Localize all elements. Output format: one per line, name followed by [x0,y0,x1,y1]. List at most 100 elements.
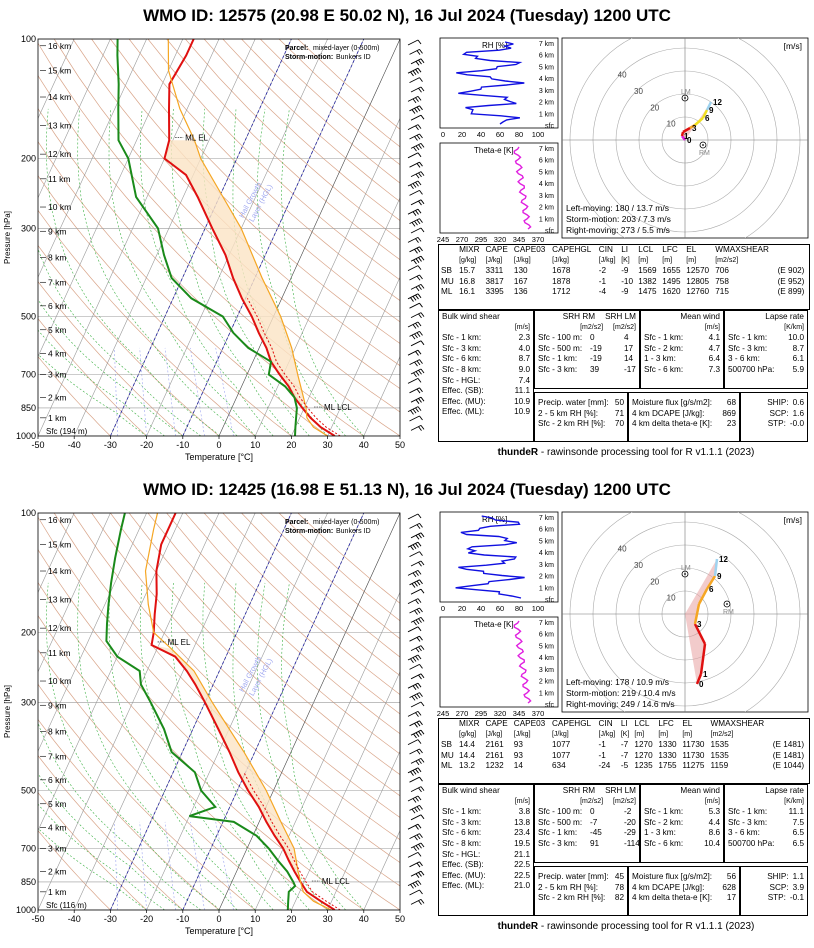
shear-label: Sfc - 1 km: [442,333,481,344]
wind-barb [410,134,423,141]
srh-rm-value: -19 [590,354,624,365]
mean-wind-value: 4.7 [709,344,720,355]
km-label: 7 km [48,751,66,761]
wind-barb [408,824,421,829]
wind-barb [410,275,423,280]
height-tick-label: 4 km [539,550,554,557]
panel-x-tick: 60 [496,130,504,139]
wind-barb [410,664,423,669]
srh-label: Sfc - 3 km: [538,365,590,376]
lapse-label: Sfc - 3 km: [728,818,767,829]
wind-barb [410,834,423,841]
mean-wind-title: Mean wind [680,786,720,797]
km-label: 16 km [48,515,71,525]
panel-x-tick: 80 [515,604,523,613]
flux-value: 23 [727,419,736,430]
indices-cell: 12570 [684,266,713,277]
wind-barb [411,843,424,851]
indices-cell: 1712 [550,287,597,298]
moisture-value: 50 [615,398,624,409]
indices-cell: 1495 [660,277,684,288]
km-label: 13 km [48,594,71,604]
wind-barb [408,96,421,103]
wind-barb [410,303,423,308]
lapse-value: 7.5 [793,818,804,829]
mixing-ratio-line [190,348,204,436]
srh-unit: [m2/s2] [613,323,636,334]
flux-label: 4 km DCAPE [J/kg]: [632,409,704,420]
mean-wind-value: 6.4 [709,354,720,365]
wind-barb [410,636,423,641]
mean-wind-label: 1 - 3 km: [644,828,676,839]
srh-rm-value: 91 [590,839,624,850]
indices-unit: [m] [636,256,660,267]
srh-header: SRH RM [563,786,595,797]
height-tick-label: 5 km [539,643,554,650]
km-label: 13 km [48,120,71,130]
ml-lcl-label: ML LCL [324,403,352,412]
hodograph-unit: [m/s] [784,41,802,51]
wind-barb [410,162,423,167]
y-axis-label: Pressure [hPa] [3,211,12,264]
srh-rm-value: -45 [590,828,624,839]
composite-label: SCP: [769,883,788,894]
dry-adiabat [54,513,472,910]
x-axis-label: Temperature [°C] [185,926,253,936]
footer-brand: thundeR [498,921,539,932]
lapse-label: Sfc - 3 km: [728,344,767,355]
composite-value: -0.0 [790,419,804,430]
panel-x-tick: 0 [441,130,445,139]
wind-barb [411,172,424,179]
indices-unit: [J/kg] [597,256,619,267]
wind-barb [410,552,423,557]
indices-cell: 1232 [483,761,511,772]
mean-wind-unit: [m/s] [705,323,720,334]
mean-wind-label: Sfc - 6 km: [644,365,683,376]
wind-barb [408,266,421,271]
x-axis-label: Temperature [°C] [185,452,253,462]
km-label: 15 km [48,65,71,75]
hodograph-info-line: Right-moving: 273 / 5.5 m/s [566,225,670,235]
wind-barb [411,561,424,566]
wind-barb [411,674,424,679]
srh-label: Sfc - 500 m: [538,344,590,355]
parcel-legend-label: Parcel: [285,519,308,526]
flux-label: 4 km delta theta-e [K]: [632,419,712,430]
indices-cell: -9 [619,287,636,298]
indices-cell: 1077 [550,740,597,751]
wind-barb [411,87,424,92]
indices-header: CAPE03 [512,245,550,256]
wind-barb [408,627,421,632]
height-tick-label: 7 km [539,41,554,48]
indices-cell: 1159 [709,761,771,772]
km-label: 3 km [48,844,66,854]
hodograph-height-marker: 1 [703,670,708,679]
mean-wind-value: 7.3 [709,365,720,376]
panel-x-tick: 320 [494,709,507,718]
isotherm [255,513,436,910]
wind-barb [411,200,424,205]
storm-legend-text: Bunkers ID [336,54,371,61]
height-tick-label: 1 km [539,216,554,223]
km-label: 10 km [48,202,71,212]
shear-label: Sfc - 6 km: [442,354,481,365]
indices-cell: 1330 [656,740,680,751]
panel-x-tick: 245 [437,235,450,244]
cape-area [152,645,301,882]
lapse-label: 500700 hPa: [728,839,774,850]
flux-label: 4 km DCAPE [J/kg]: [632,883,704,894]
indices-cell: (E 1481) [771,751,809,762]
wind-barb [408,153,421,158]
mean-wind-label: 1 - 3 km: [644,354,676,365]
indices-cell: 14.4 [457,751,483,762]
moisture-label: Sfc - 2 km RH [%]: [538,419,605,430]
dry-adiabat [54,39,472,436]
lapse-label: Sfc - 1 km: [728,333,767,344]
y-axis-label: Pressure [hPa] [3,685,12,738]
km-label: 5 km [48,799,66,809]
wind-barb [408,40,421,45]
sounding-panel: WMO ID: 12425 (16.98 E 51.13 N), 16 Jul … [0,474,814,948]
